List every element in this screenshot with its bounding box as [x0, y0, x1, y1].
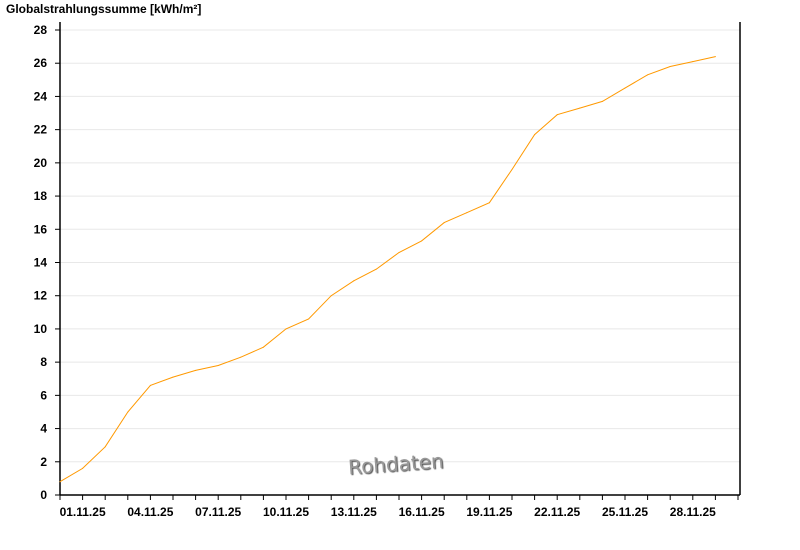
data-point [308, 318, 310, 320]
y-tick-label: 8 [40, 355, 47, 369]
x-tick-label: 01.11.25 [60, 505, 106, 519]
x-tick-label: 07.11.25 [195, 505, 241, 519]
data-point [692, 61, 694, 63]
y-tick-label: 26 [34, 56, 48, 70]
data-point [534, 134, 536, 136]
data-point [262, 346, 264, 348]
y-tick-label: 18 [34, 189, 48, 203]
data-point [398, 252, 400, 254]
data-point [556, 114, 558, 116]
data-point [149, 384, 151, 386]
y-tick-label: 0 [40, 488, 47, 502]
data-point [195, 369, 197, 371]
x-tick-label: 10.11.25 [263, 505, 309, 519]
x-tick-label: 04.11.25 [127, 505, 173, 519]
x-tick-label: 28.11.25 [670, 505, 716, 519]
x-tick-label: 19.11.25 [466, 505, 512, 519]
data-point [488, 202, 490, 204]
data-point [59, 481, 61, 483]
data-point [353, 280, 355, 282]
x-tick-label: 22.11.25 [534, 505, 580, 519]
y-tick-label: 22 [34, 123, 48, 137]
y-tick-label: 28 [34, 23, 48, 37]
y-tick-label: 20 [34, 156, 48, 170]
data-point [647, 74, 649, 76]
data-point [104, 446, 106, 448]
y-tick-label: 16 [34, 222, 48, 236]
data-point [217, 364, 219, 366]
data-point [330, 295, 332, 297]
data-point [82, 467, 84, 469]
x-tick-label: 25.11.25 [602, 505, 648, 519]
y-tick-label: 10 [34, 322, 48, 336]
data-point [466, 212, 468, 214]
data-point [601, 100, 603, 102]
data-point [375, 268, 377, 270]
data-point [511, 169, 513, 170]
x-tick-label: 16.11.25 [399, 505, 445, 519]
data-point [421, 240, 423, 242]
series-line [59, 56, 716, 483]
y-tick-label: 12 [34, 289, 48, 303]
data-point [172, 376, 174, 378]
data-point [669, 66, 671, 68]
x-tick-label: 13.11.25 [331, 505, 377, 519]
y-tick-label: 4 [40, 422, 47, 436]
data-point [624, 87, 626, 89]
data-point [240, 356, 242, 358]
data-point [443, 222, 445, 224]
data-point [285, 328, 287, 330]
y-tick-label: 2 [40, 455, 47, 469]
y-tick-label: 6 [40, 388, 47, 402]
data-point [714, 56, 716, 58]
data-point [127, 411, 129, 413]
y-tick-label: 24 [34, 89, 48, 103]
data-point [579, 107, 581, 109]
chart-title: Globalstrahlungssumme [kWh/m²] [6, 2, 202, 16]
y-tick-label: 14 [34, 256, 48, 270]
